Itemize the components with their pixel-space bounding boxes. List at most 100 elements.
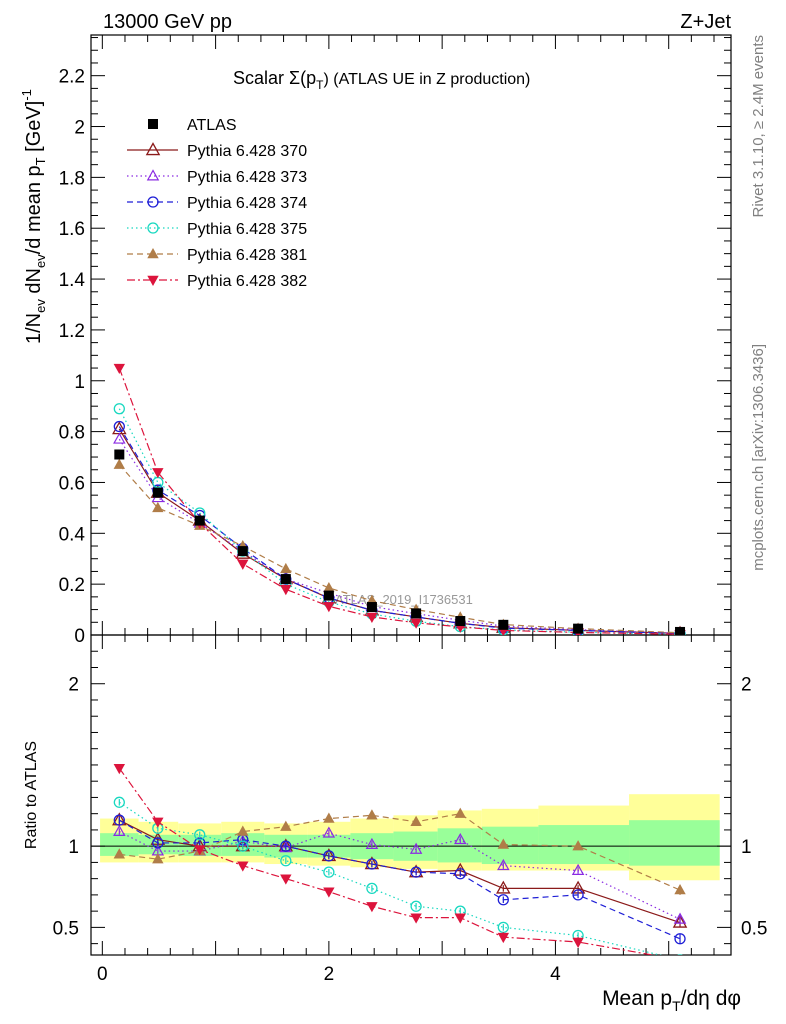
series-point-ratio — [113, 796, 125, 808]
legend-label: Pythia 6.428 381 — [187, 247, 307, 264]
ratio-y-tick-label: 2 — [68, 675, 79, 696]
series-point-ratio — [410, 866, 422, 878]
main-y-tick-label: 1 — [74, 372, 85, 393]
series-point-ratio — [152, 817, 164, 828]
series-point-ratio — [113, 814, 125, 826]
series-point-ratio — [280, 840, 292, 852]
atlas-data-point — [366, 602, 377, 613]
legend-marker — [147, 196, 159, 208]
series-point-main — [113, 420, 125, 433]
legend-marker — [148, 119, 158, 129]
atlas-data-point — [675, 626, 686, 635]
series-point-ratio — [365, 837, 379, 849]
series-point-ratio — [497, 858, 510, 871]
series-point-main — [323, 581, 335, 593]
series-point-ratio — [674, 884, 686, 895]
legend-label: Pythia 6.428 382 — [187, 273, 307, 290]
series-point-ratio — [497, 932, 510, 944]
main-y-axis-title: 1/Nev dNev/d mean pT [GeV]-1 — [19, 89, 48, 344]
series-line-ratio — [119, 819, 681, 940]
series-line-main — [118, 367, 681, 635]
main-y-tick-label: 1.4 — [59, 270, 86, 291]
atlas-data-point — [498, 619, 509, 630]
atlas-data-point — [411, 608, 422, 619]
series-point-ratio — [323, 887, 335, 898]
main-y-tick-label: 1.6 — [59, 219, 85, 240]
series-point-ratio — [674, 956, 685, 966]
series-point-ratio — [194, 829, 206, 841]
atlas-data-point — [455, 616, 466, 627]
series-line-ratio — [118, 801, 663, 955]
series-line-ratio — [119, 813, 681, 891]
main-y-tick-label: 0.4 — [59, 524, 86, 545]
series-point-ratio — [497, 838, 510, 849]
series-point-main — [152, 501, 164, 513]
x-axis-title: Mean pT/dη dφ — [602, 987, 741, 1014]
ratio-y-tick-label: 1 — [68, 837, 79, 858]
series-point-ratio — [572, 840, 584, 851]
series-point-ratio — [237, 825, 249, 836]
series-point-ratio — [323, 812, 335, 823]
ratio-plot-frame — [90, 634, 732, 956]
legend-label: Pythia 6.428 373 — [187, 169, 307, 186]
series-point-main — [113, 403, 125, 415]
main-y-tick-label: 0.6 — [59, 473, 85, 494]
series-point-ratio — [454, 868, 466, 880]
chart-title-suffix: ) (ATLAS UE in Z production) — [324, 71, 531, 88]
series-point-main — [113, 432, 126, 444]
chart-title-prefix: Scalar Σ(p — [233, 68, 316, 88]
ratio-y-tick-label-right: 2 — [741, 675, 752, 696]
main-y-tick-label: 2.2 — [59, 67, 85, 88]
series-point-ratio — [410, 913, 422, 924]
header-left-label: 13000 GeV pp — [103, 11, 232, 33]
atlas-data-point — [114, 449, 125, 460]
header-right-label: Z+Jet — [680, 11, 731, 33]
series-point-ratio — [113, 824, 126, 836]
axis-ticks: 0 0.2 0.4 0.6 0.8 1 1.2 1.4 1.6 1.8 2 2.2 0 2 4 0.5 0.5 1… — [53, 35, 767, 985]
series-point-main — [237, 559, 249, 570]
chart-title: Scalar Σ(pT) (ATLAS UE in Z production) — [233, 68, 530, 92]
atlas-data-point — [323, 590, 334, 601]
series-point-ratio — [409, 842, 423, 854]
main-data-layer — [112, 363, 686, 635]
legend-label: Pythia 6.428 370 — [187, 143, 307, 160]
legend-label: Pythia 6.428 375 — [187, 221, 307, 238]
side-label-mcplots: mcplots.cern.ch [arXiv:1306.3436] — [750, 344, 767, 571]
atlas-data-point — [280, 574, 291, 585]
series-point-main — [366, 612, 378, 623]
band-green-rect — [437, 828, 482, 863]
atlas-data-point — [152, 487, 163, 498]
series-point-ratio — [454, 832, 467, 845]
series-point-ratio — [366, 858, 378, 870]
series-point-ratio — [672, 914, 688, 928]
x-tick-label: 4 — [550, 964, 561, 985]
series-point-ratio — [323, 850, 335, 862]
legend: ATLAS Pythia 6.428 370 Pythia 6.428 373 Pyt… — [127, 117, 307, 290]
series-line-main — [118, 428, 681, 634]
series-point-main — [410, 618, 422, 629]
series-point-ratio — [496, 880, 511, 894]
series-point-ratio — [673, 912, 687, 924]
series-point-main — [113, 458, 126, 469]
series-point-ratio — [572, 889, 584, 901]
legend-label: Pythia 6.428 374 — [187, 195, 307, 212]
main-y-tick-label: 0.8 — [59, 423, 85, 444]
band-green-rect — [100, 833, 139, 856]
series-point-ratio — [572, 937, 584, 949]
series-point-main — [280, 585, 292, 596]
series-point-ratio — [323, 866, 335, 878]
series-point-ratio — [674, 933, 686, 945]
series-point-ratio — [497, 894, 509, 906]
series-point-ratio — [237, 861, 249, 872]
series-point-ratio — [366, 902, 378, 913]
series-point-ratio — [237, 840, 249, 852]
series-point-main — [113, 363, 126, 375]
side-label-rivet: Rivet 3.1.10, ≥ 2.4M events — [750, 35, 767, 218]
atlas-data-point — [194, 515, 205, 526]
series-point-ratio — [366, 809, 378, 820]
legend-marker — [147, 248, 159, 259]
atlas-data-point — [573, 623, 584, 634]
series-point-ratio — [113, 763, 126, 775]
main-y-tick-label: 2 — [74, 118, 85, 139]
